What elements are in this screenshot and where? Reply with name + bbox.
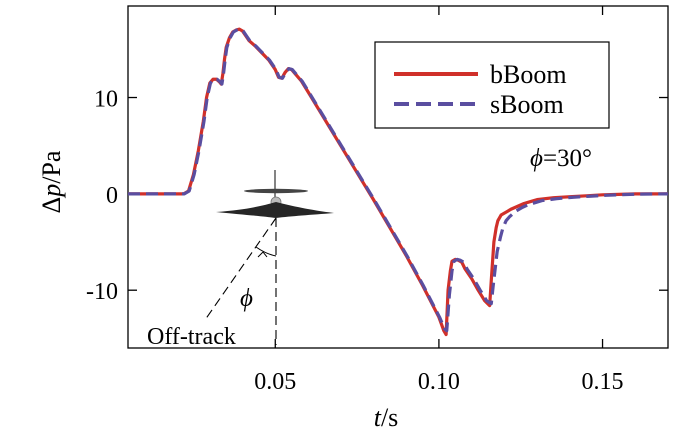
y-tick-label: 10 [94, 87, 118, 113]
y-axis-title-italic: p [37, 184, 66, 199]
x-tick-label: 0.10 [418, 369, 460, 395]
series-layer [128, 27, 669, 337]
phi-arc-arrowhead [257, 251, 268, 258]
legend: bBoom sBoom [374, 41, 610, 129]
y-tick-label: 0 [106, 183, 118, 209]
phi-value-annotation: ϕ=30° [530, 145, 592, 172]
legend-box [374, 41, 610, 129]
phi-value-text: =30° [543, 145, 592, 172]
legend-label-bBoom: bBoom [490, 60, 567, 89]
phi-angle-arc [255, 246, 277, 257]
aircraft-tail [244, 188, 308, 194]
y-axis-title: Δp/Pa [37, 150, 66, 213]
phi-value-symbol: ϕ [530, 145, 543, 172]
plot-frame [127, 5, 669, 349]
aircraft-inset: ϕ Off-track [147, 170, 334, 350]
phi-angle-label: ϕ [240, 285, 253, 312]
series-line-sBoom [128, 27, 669, 333]
y-axis-title-prefix: Δ [37, 197, 66, 214]
aircraft-wing [216, 202, 334, 218]
off-track-ray-line [204, 217, 277, 321]
x-axis-title: t/s [374, 403, 399, 432]
x-tick-label: 0.15 [582, 369, 624, 395]
y-tick-label: -10 [86, 279, 118, 305]
axis-tick-labels: 0.05 0.10 0.15 -10 0 10 [86, 87, 624, 395]
x-axis-title-unit: /s [381, 403, 398, 432]
x-tick-label: 0.05 [254, 369, 296, 395]
off-track-label: Off-track [147, 324, 236, 350]
legend-label-sBoom: sBoom [490, 90, 564, 119]
x-axis-title-italic: t [374, 403, 382, 432]
y-axis-title-unit: /Pa [37, 150, 66, 184]
